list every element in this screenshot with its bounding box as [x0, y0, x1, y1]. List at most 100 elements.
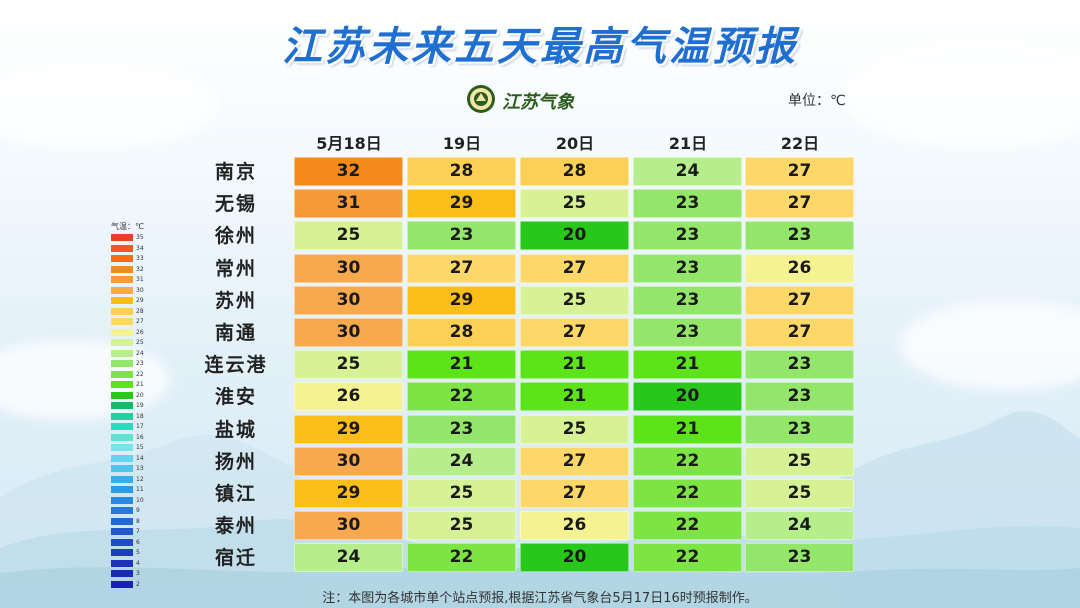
temperature-cell: 28	[407, 318, 516, 347]
temperature-cell: 21	[633, 414, 742, 444]
temperature-cell: 23	[633, 285, 742, 315]
temperature-cell: 29	[294, 479, 403, 508]
legend-label: 30	[136, 286, 144, 294]
legend-swatch	[111, 559, 133, 567]
cloud-decoration	[0, 60, 220, 150]
city-label: 常州	[214, 257, 257, 280]
legend-label: 22	[136, 370, 144, 378]
city-label: 扬州	[214, 450, 257, 473]
temperature-cell: 27	[745, 157, 854, 186]
temperature-cell: 23	[633, 221, 742, 251]
temperature-cell: 24	[407, 446, 516, 476]
column-header: 5月18日	[316, 134, 382, 153]
city-label: 镇江	[214, 483, 257, 505]
cloud-decoration	[840, 40, 1080, 150]
legend-swatch	[111, 538, 133, 546]
temperature-cell: 23	[745, 350, 854, 380]
legend-label: 18	[136, 412, 144, 420]
legend-label: 6	[136, 538, 140, 546]
legend-label: 25	[136, 339, 144, 346]
legend-swatch	[111, 349, 133, 357]
temperature-cell: 25	[520, 414, 629, 444]
temperature-cell: 27	[745, 285, 854, 315]
legend-label: 33	[136, 255, 144, 262]
legend-label: 11	[136, 486, 144, 493]
temperature-cell: 30	[294, 253, 403, 283]
legend-swatch	[111, 370, 133, 378]
legend-swatch	[111, 360, 133, 367]
column-header: 22日	[780, 134, 820, 153]
legend-label: 4	[136, 559, 140, 567]
legend-swatch	[111, 496, 133, 504]
temperature-cell: 23	[633, 318, 742, 347]
temperature-cell: 27	[520, 253, 629, 283]
legend-label: 15	[136, 444, 144, 451]
legend-label: 8	[136, 517, 140, 525]
legend-swatch	[111, 391, 133, 399]
temperature-cell: 23	[633, 189, 742, 219]
legend-label: 16	[136, 433, 144, 441]
weather-bureau-emblem-icon	[467, 85, 495, 113]
legend-swatch	[111, 412, 133, 420]
temperature-cell: 24	[633, 157, 742, 186]
city-label: 淮安	[214, 386, 257, 409]
temperature-cell: 23	[745, 382, 854, 412]
legend-swatch	[111, 402, 133, 409]
legend-label: 19	[136, 402, 144, 409]
legend-swatch	[111, 486, 133, 493]
legend-swatch	[111, 234, 133, 241]
legend-swatch	[111, 265, 133, 273]
city-label: 苏州	[214, 289, 257, 312]
legend-swatch	[111, 433, 133, 441]
temperature-cell: 30	[294, 318, 403, 347]
temperature-cell: 23	[407, 414, 516, 444]
legend-swatch	[111, 286, 133, 294]
cloud-decoration	[0, 340, 170, 420]
temperature-cell: 29	[407, 189, 516, 219]
temperature-cell: 23	[407, 221, 516, 251]
legend-swatch	[111, 517, 133, 525]
legend-swatch	[111, 580, 133, 588]
temperature-cell: 25	[294, 221, 403, 251]
temperature-cell: 23	[745, 414, 854, 444]
legend-title: 气温：℃	[111, 222, 144, 231]
legend-label: 9	[136, 507, 140, 514]
temperature-cell: 25	[294, 350, 403, 380]
legend-swatch	[111, 318, 133, 325]
legend-swatch	[111, 307, 133, 315]
legend-label: 23	[136, 360, 144, 367]
color-legend: 气温：℃ 35 34 33 32 31 30 29 28 27 26 25 24 23 22 21 20 19 1…	[111, 221, 171, 601]
legend-swatch	[111, 328, 133, 336]
temperature-cell: 27	[745, 189, 854, 219]
temperature-cell: 27	[520, 479, 629, 508]
temperature-cell: 22	[633, 446, 742, 476]
temperature-cell: 25	[407, 511, 516, 541]
temperature-cell: 25	[745, 446, 854, 476]
legend-label: 35	[136, 234, 144, 241]
legend-label: 14	[136, 454, 144, 462]
temperature-cell: 22	[407, 382, 516, 412]
legend-label: 31	[136, 276, 144, 283]
temperature-cell: 22	[633, 543, 742, 573]
temperature-cell: 26	[520, 511, 629, 541]
temperature-cell: 23	[745, 543, 854, 573]
temperature-cell: 30	[294, 511, 403, 541]
temperature-cell: 28	[520, 157, 629, 186]
footnote: 注：本图为各城市单个站点预报,根据江苏省气象台5月17日16时预报制作。	[322, 591, 758, 606]
temperature-cell: 27	[520, 446, 629, 476]
legend-label: 29	[136, 297, 144, 304]
temperature-cell: 32	[294, 157, 403, 186]
city-label: 南京	[214, 161, 257, 183]
legend-label: 12	[136, 475, 144, 483]
brand-logo: 江苏气象	[466, 84, 586, 114]
temperature-cell: 28	[407, 157, 516, 186]
city-label: 盐城	[214, 418, 257, 441]
legend-label: 32	[136, 265, 144, 273]
temperature-cell: 29	[294, 414, 403, 444]
legend-label: 17	[136, 423, 144, 430]
legend-swatch	[111, 454, 133, 462]
legend-swatch	[111, 444, 133, 451]
legend-label: 24	[136, 349, 144, 357]
temperature-cell: 27	[745, 318, 854, 347]
temperature-cell: 27	[407, 253, 516, 283]
